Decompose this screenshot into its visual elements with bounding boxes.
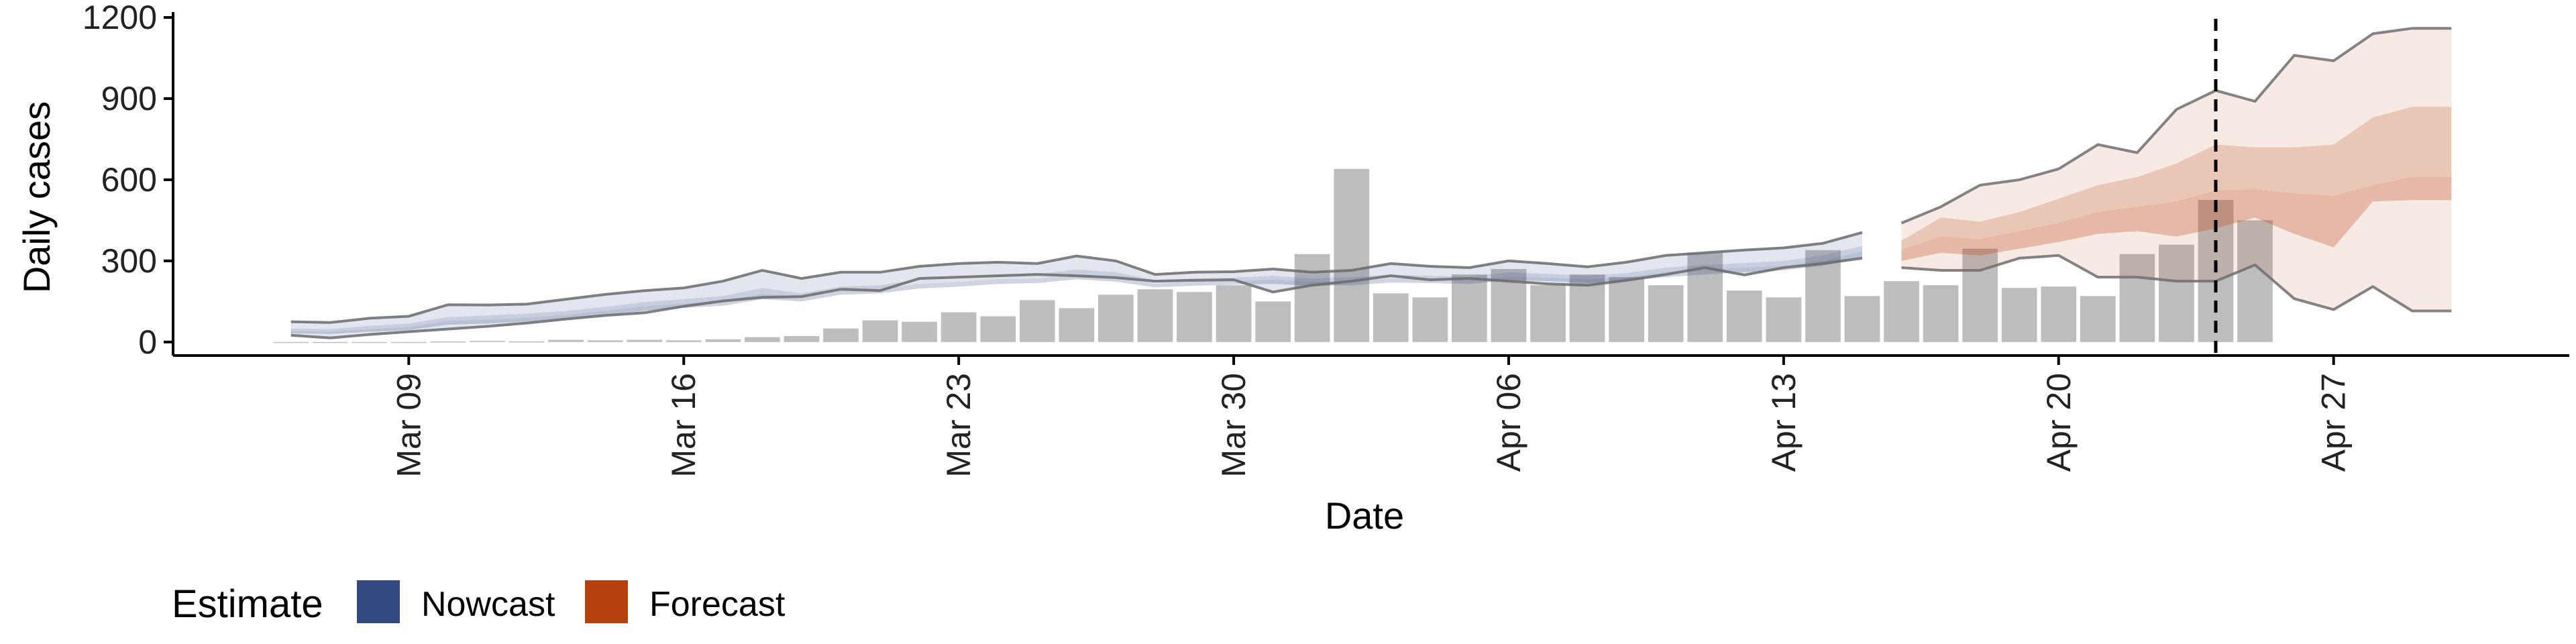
bar-2020-03-20	[823, 328, 859, 342]
bar-2020-03-17	[705, 339, 741, 342]
bar-2020-03-11	[470, 341, 505, 342]
x-tick-label-2020-04-06: Apr 06	[1490, 373, 1527, 472]
estimate-bands	[290, 28, 2452, 338]
nowcast-band-90	[290, 232, 1863, 338]
bar-2020-03-26	[1059, 308, 1095, 342]
forecast-legend-label: Forecast	[649, 585, 786, 624]
x-axis-title: Date	[1325, 494, 1404, 537]
legend: Estimate Nowcast Forecast	[172, 580, 786, 626]
x-tick-label-2020-04-13: Apr 13	[1765, 373, 1803, 472]
x-tick-label-2020-03-23: Mar 23	[940, 373, 977, 478]
bar-2020-04-02	[1334, 168, 1370, 342]
bar-2020-03-31	[1255, 301, 1291, 342]
x-axis-ticks: Mar 09 Mar 16 Mar 23 Mar 30 Apr 06 Apr 13 Apr …	[390, 356, 2353, 478]
reported-cases-bars	[273, 168, 2273, 343]
forecast-upper-line	[1900, 27, 2452, 225]
bar-2020-04-10	[1648, 285, 1684, 342]
forecast-band-50	[1901, 107, 2452, 261]
bar-2020-03-09	[391, 341, 427, 343]
y-tick-label-900: 900	[101, 80, 157, 117]
bar-2020-03-21	[862, 320, 898, 342]
x-tick-label-2020-04-27: Apr 27	[2315, 373, 2353, 472]
x-tick-label-2020-03-09: Mar 09	[390, 373, 427, 478]
bar-2020-04-18	[1962, 248, 1998, 342]
forecast-legend-swatch	[585, 580, 628, 623]
bar-2020-04-01	[1294, 254, 1330, 342]
bar-2020-04-20	[2041, 286, 2077, 342]
nowcast-upper-line	[290, 231, 1863, 324]
nowcast-lower-line	[290, 256, 1863, 339]
y-tick-label-1200: 1200	[83, 0, 157, 36]
legend-title: Estimate	[172, 582, 323, 626]
bar-2020-03-23	[941, 312, 977, 342]
bar-2020-04-22	[2119, 254, 2155, 342]
bar-2020-03-06	[273, 341, 309, 343]
bar-2020-04-25	[2237, 220, 2273, 342]
bar-2020-03-14	[587, 340, 623, 342]
bar-2020-04-03	[1373, 293, 1409, 342]
bar-2020-04-12	[1726, 290, 1762, 342]
bar-2020-04-13	[1766, 297, 1802, 342]
y-tick-label-600: 600	[101, 161, 157, 199]
y-tick-label-0: 0	[138, 323, 157, 361]
bar-2020-03-16	[665, 340, 702, 342]
x-tick-label-2020-03-16: Mar 16	[665, 373, 702, 478]
bar-2020-03-27	[1098, 294, 1134, 342]
bar-2020-04-09	[1609, 277, 1644, 342]
bar-2020-03-08	[352, 341, 388, 343]
x-tick-label-2020-04-20: Apr 20	[2040, 373, 2078, 472]
nowcast-legend-label: Nowcast	[421, 585, 555, 624]
forecast-band-median	[1901, 176, 2452, 261]
bar-2020-04-04	[1412, 297, 1448, 342]
bar-2020-04-15	[1844, 296, 1880, 342]
bar-2020-03-24	[980, 316, 1016, 342]
bar-2020-03-18	[745, 337, 780, 342]
y-axis-title: Daily cases	[15, 101, 58, 293]
bar-2020-04-05	[1452, 274, 1487, 342]
bar-2020-03-13	[548, 339, 584, 342]
bar-2020-03-28	[1137, 289, 1173, 342]
x-tick-label-2020-03-30: Mar 30	[1215, 373, 1252, 478]
y-tick-label-300: 300	[101, 242, 157, 280]
bar-2020-03-12	[508, 341, 545, 343]
bar-2020-04-19	[2001, 288, 2037, 342]
bar-2020-03-25	[1019, 300, 1055, 342]
bar-2020-04-16	[1884, 281, 1919, 342]
bar-2020-04-21	[2080, 296, 2116, 342]
forecast-lower-line	[1901, 254, 2452, 313]
bar-2020-03-19	[784, 336, 820, 342]
estimate-lines	[290, 27, 2452, 339]
legend-items: Nowcast Forecast	[357, 580, 786, 624]
bar-2020-03-22	[902, 321, 937, 342]
bar-2020-04-23	[2159, 244, 2194, 342]
bar-2020-03-30	[1216, 285, 1252, 342]
axes: 0 300 600 900 1200 Mar 09 Mar 16 Mar 23 Mar 30 A…	[83, 0, 2569, 478]
bar-2020-04-07	[1530, 285, 1566, 342]
bar-2020-03-07	[312, 341, 348, 343]
bar-2020-03-15	[627, 339, 662, 342]
nowcast-legend-swatch	[357, 580, 400, 623]
forecast-band-90	[1901, 28, 2452, 311]
bar-2020-03-10	[430, 341, 466, 343]
bar-2020-03-29	[1177, 292, 1212, 342]
y-axis-ticks: 0 300 600 900 1200	[83, 0, 173, 361]
bar-2020-04-17	[1923, 285, 1959, 342]
